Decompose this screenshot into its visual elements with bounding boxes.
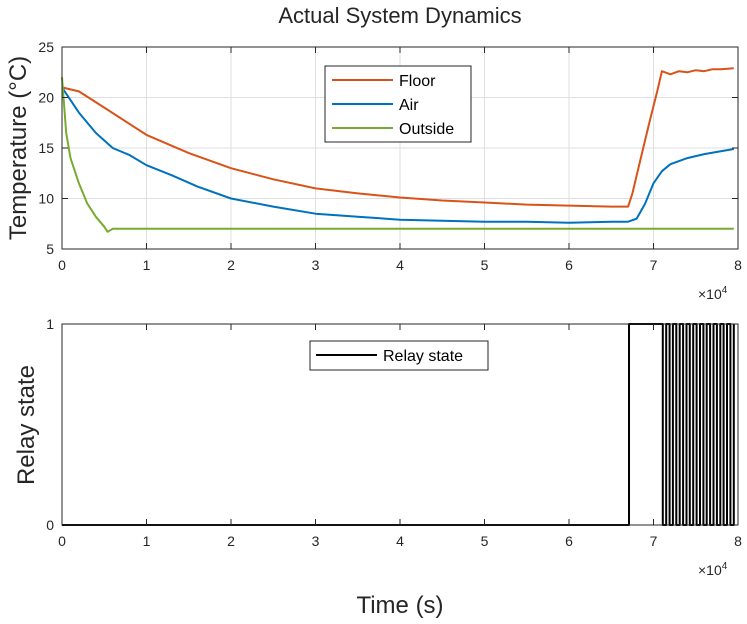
temperature-x-tick-label: 6: [565, 257, 573, 273]
temperature-y-tick-label: 5: [46, 241, 54, 257]
relay-x-tick-label: 7: [650, 533, 658, 549]
relay-x-multiplier: ×104: [698, 561, 728, 578]
relay-y-tick-label: 1: [46, 316, 54, 332]
relay-x-tick-label: 1: [143, 533, 151, 549]
temperature-ticks: 0 1 2 3 4 5 6 7 8 5 10 15 20 25: [38, 39, 742, 273]
temperature-y-tick-label: 20: [38, 90, 54, 106]
temperature-x-multiplier: ×104: [698, 285, 728, 302]
relay-x-tick-label: 0: [58, 533, 66, 549]
relay-x-tick-label: 8: [734, 533, 742, 549]
relay-x-tick-label: 2: [227, 533, 235, 549]
legend-label-outside: Outside: [399, 121, 454, 138]
temperature-series: [61, 67, 734, 233]
chart-title: Actual System Dynamics: [278, 3, 521, 28]
relay-ticks: 0 1 2 3 4 5 6 7 8 0 1: [46, 316, 742, 549]
relay-y-axis-label: Relay state: [13, 365, 40, 485]
temperature-x-tick-label: 3: [312, 257, 320, 273]
temperature-x-tick-label: 4: [396, 257, 404, 273]
temperature-x-multiplier-base: ×10: [698, 286, 722, 302]
relay-x-tick-label: 5: [481, 533, 489, 549]
legend-label-air: Air: [399, 97, 419, 114]
floor-line: [61, 67, 734, 208]
temperature-legend: Floor Air Outside: [324, 65, 472, 143]
relay-x-tick-label: 6: [565, 533, 573, 549]
temperature-x-tick-label: 5: [481, 257, 489, 273]
relay-x-multiplier-exponent: 4: [722, 561, 728, 572]
legend-label-floor: Floor: [399, 73, 436, 90]
relay-legend: Relay state: [309, 340, 489, 371]
relay-x-tick-label: 3: [312, 533, 320, 549]
temperature-x-tick-label: 7: [650, 257, 658, 273]
temperature-y-axis-label: Temperature (°C): [5, 56, 32, 240]
relay-x-tick-label: 4: [396, 533, 404, 549]
temperature-x-tick-label: 8: [734, 257, 742, 273]
temperature-x-tick-label: 1: [143, 257, 151, 273]
temperature-y-tick-label: 25: [38, 39, 54, 55]
temperature-axes: 0 1 2 3 4 5 6 7 8 5 10 15 20 25 Actual System Dynamic…: [5, 3, 742, 302]
temperature-x-tick-label: 0: [58, 257, 66, 273]
temperature-x-multiplier-exponent: 4: [722, 285, 728, 296]
relay-y-tick-label: 0: [46, 517, 54, 533]
temperature-y-tick-label: 10: [38, 191, 54, 207]
relay-x-multiplier-base: ×10: [698, 562, 722, 578]
x-axis-label: Time (s): [356, 592, 443, 619]
temperature-x-tick-label: 2: [227, 257, 235, 273]
outside-line: [61, 77, 734, 233]
legend-label-relay: Relay state: [383, 348, 463, 365]
air-line: [61, 86, 734, 224]
relay-axes: 0 1 2 3 4 5 6 7 801 Relay state Time (s) ×104 Re…: [13, 316, 742, 619]
temperature-y-tick-label: 15: [38, 140, 54, 156]
